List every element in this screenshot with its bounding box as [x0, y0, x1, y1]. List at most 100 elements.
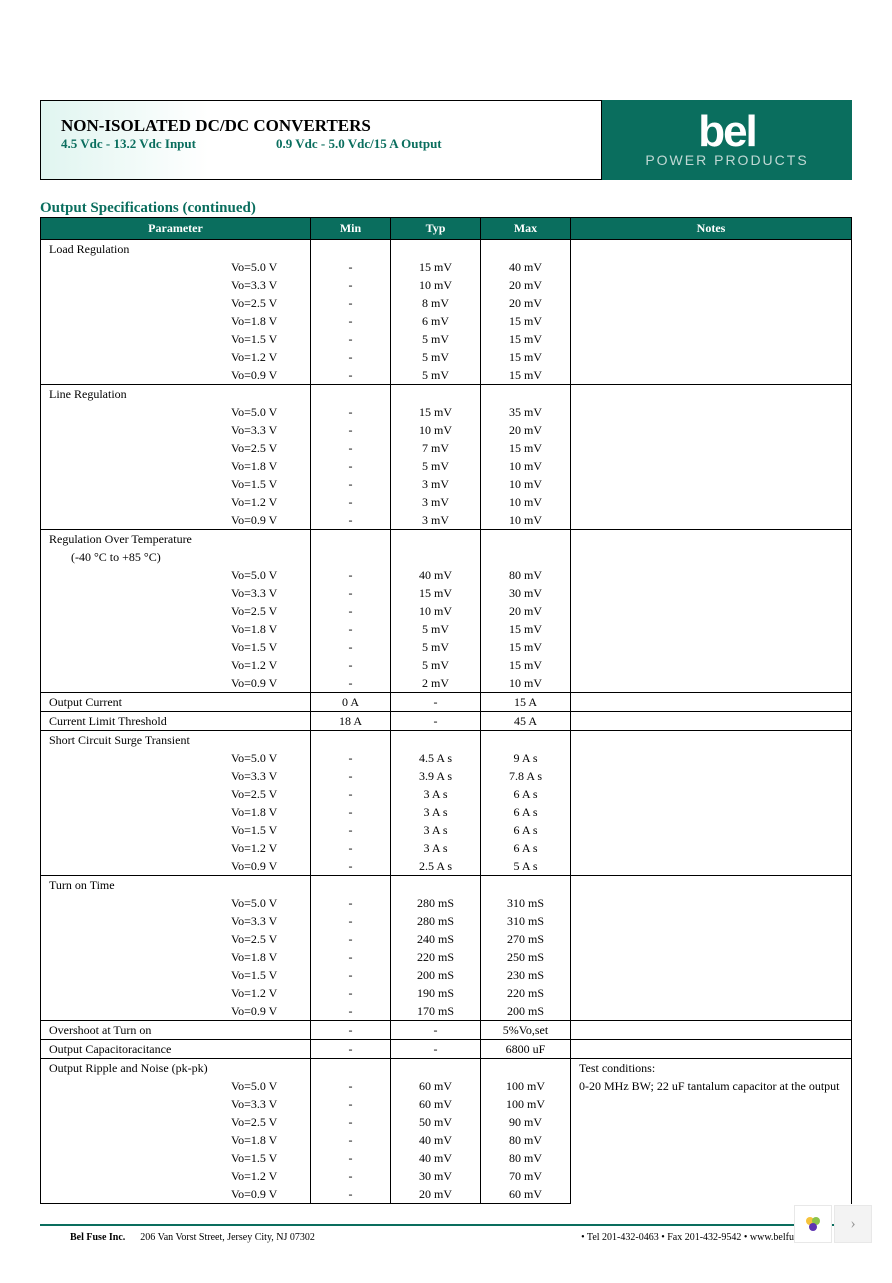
typ: -	[391, 1021, 481, 1040]
max: 10 mV	[481, 674, 571, 693]
vo-label: Vo=3.3 V	[41, 584, 311, 602]
table-row: Vo=5.0 V-15 mV40 mV	[41, 258, 852, 276]
param-name: Regulation Over Temperature	[41, 530, 311, 549]
vo-label: Vo=1.8 V	[41, 620, 311, 638]
cell	[481, 876, 571, 895]
min: -	[311, 348, 391, 366]
table-row: Vo=1.5 V-3 mV10 mV	[41, 475, 852, 493]
cell	[571, 948, 852, 966]
col-notes: Notes	[571, 218, 852, 240]
max: 10 mV	[481, 493, 571, 511]
table-row: Short Circuit Surge Transient	[41, 731, 852, 750]
table-row: Line Regulation	[41, 385, 852, 404]
cell	[311, 240, 391, 259]
typ: 50 mV	[391, 1113, 481, 1131]
max: 15 mV	[481, 638, 571, 656]
cell	[571, 930, 852, 948]
typ: 15 mV	[391, 403, 481, 421]
table-row: Vo=2.5 V-8 mV20 mV	[41, 294, 852, 312]
max: 15 A	[481, 693, 571, 712]
max: 220 mS	[481, 984, 571, 1002]
cell	[571, 620, 852, 638]
vo-label: Vo=5.0 V	[41, 403, 311, 421]
table-row: Vo=1.2 V-3 mV10 mV	[41, 493, 852, 511]
typ: 7 mV	[391, 439, 481, 457]
typ: 2.5 A s	[391, 857, 481, 876]
max: 6800 uF	[481, 1040, 571, 1059]
max: 310 mS	[481, 894, 571, 912]
param-name: Overshoot at Turn on	[41, 1021, 311, 1040]
table-row: Regulation Over Temperature	[41, 530, 852, 549]
typ: 280 mS	[391, 894, 481, 912]
typ: 8 mV	[391, 294, 481, 312]
cell	[571, 312, 852, 330]
typ: 5 mV	[391, 638, 481, 656]
max: 60 mV	[481, 1185, 571, 1204]
typ: 5 mV	[391, 366, 481, 385]
table-row: Vo=1.8 V-220 mS250 mS	[41, 948, 852, 966]
table-row: Vo=1.8 V-3 A s6 A s	[41, 803, 852, 821]
col-parameter: Parameter	[41, 218, 311, 240]
table-row: Vo=2.5 V-10 mV20 mV	[41, 602, 852, 620]
typ: 3 A s	[391, 803, 481, 821]
vo-label: Vo=5.0 V	[41, 566, 311, 584]
header-title-box: NON-ISOLATED DC/DC CONVERTERS 4.5 Vdc - …	[40, 100, 602, 180]
vo-label: Vo=3.3 V	[41, 421, 311, 439]
typ: 15 mV	[391, 584, 481, 602]
typ: 10 mV	[391, 421, 481, 439]
typ: 280 mS	[391, 912, 481, 930]
typ: 10 mV	[391, 602, 481, 620]
vo-label: Vo=1.5 V	[41, 330, 311, 348]
cell	[571, 912, 852, 930]
min: -	[311, 584, 391, 602]
cell	[571, 421, 852, 439]
table-row: Vo=1.8 V-6 mV15 mV	[41, 312, 852, 330]
cell	[571, 457, 852, 475]
max: 6 A s	[481, 839, 571, 857]
min: -	[311, 1095, 391, 1113]
vo-label: Vo=1.2 V	[41, 1167, 311, 1185]
cell	[571, 1002, 852, 1021]
notes	[571, 712, 852, 731]
param-name: Current Limit Threshold	[41, 712, 311, 731]
cell	[481, 530, 571, 549]
max: 100 mV	[481, 1077, 571, 1095]
table-row: Load Regulation	[41, 240, 852, 259]
param-name: Short Circuit Surge Transient	[41, 731, 311, 750]
cell	[571, 731, 852, 750]
typ: 15 mV	[391, 258, 481, 276]
min: -	[311, 821, 391, 839]
typ: 6 mV	[391, 312, 481, 330]
table-row: Vo=0.9 V-3 mV10 mV	[41, 511, 852, 530]
min: -	[311, 1077, 391, 1095]
typ: 5 mV	[391, 348, 481, 366]
footer-address: 206 Van Vorst Street, Jersey City, NJ 07…	[140, 1232, 315, 1243]
vo-label: Vo=5.0 V	[41, 1077, 311, 1095]
min: -	[311, 457, 391, 475]
footer-left: Bel Fuse Inc. 206 Van Vorst Street, Jers…	[70, 1232, 315, 1243]
min: -	[311, 294, 391, 312]
cell	[571, 602, 852, 620]
next-page-button[interactable]: ›	[834, 1205, 872, 1243]
vo-label: Vo=1.2 V	[41, 348, 311, 366]
cell	[571, 749, 852, 767]
max: 15 mV	[481, 656, 571, 674]
header-subtitle: 4.5 Vdc - 13.2 Vdc Input0.9 Vdc - 5.0 Vd…	[61, 136, 581, 152]
max: 10 mV	[481, 511, 571, 530]
table-row: Vo=2.5 V-7 mV15 mV	[41, 439, 852, 457]
vo-label: Vo=1.8 V	[41, 312, 311, 330]
notes: Test conditions:0-20 MHz BW; 22 uF tanta…	[571, 1059, 852, 1204]
cell	[391, 1059, 481, 1078]
typ: 60 mV	[391, 1077, 481, 1095]
cell	[571, 984, 852, 1002]
min: -	[311, 276, 391, 294]
min: -	[311, 566, 391, 584]
min: -	[311, 366, 391, 385]
min: -	[311, 948, 391, 966]
max: 100 mV	[481, 1095, 571, 1113]
cell	[391, 548, 481, 566]
min: -	[311, 785, 391, 803]
vo-label: Vo=1.2 V	[41, 839, 311, 857]
max: 270 mS	[481, 930, 571, 948]
typ: 30 mV	[391, 1167, 481, 1185]
